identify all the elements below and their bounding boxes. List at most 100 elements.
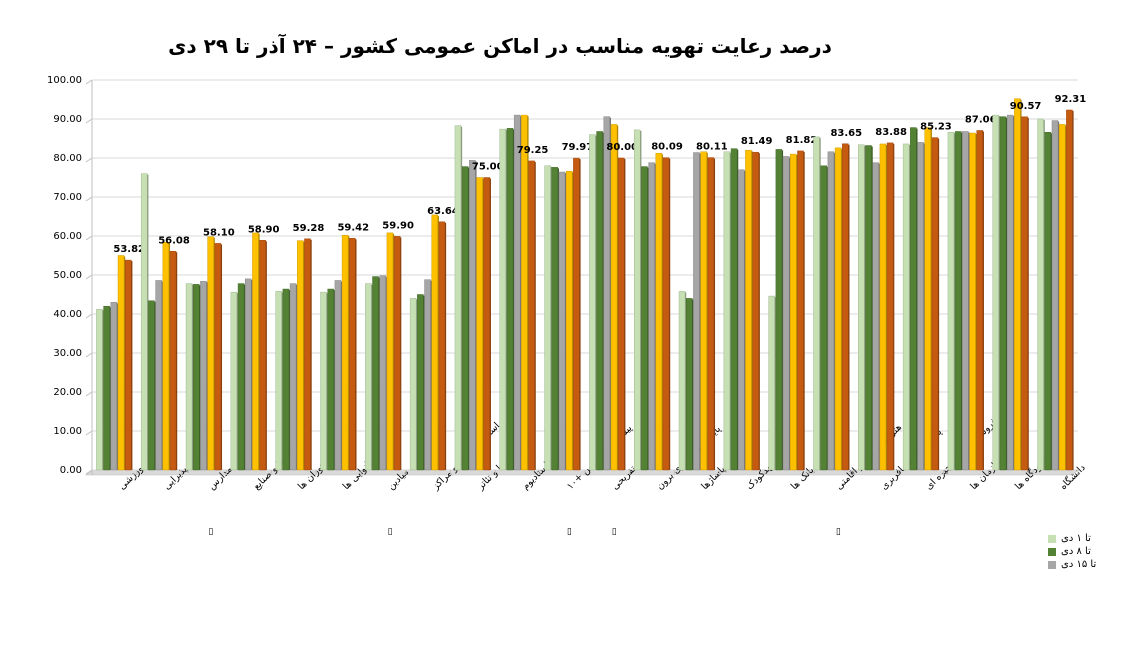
data-label: 59.28 bbox=[293, 223, 325, 234]
bar bbox=[1021, 116, 1028, 471]
bar bbox=[259, 240, 266, 471]
bar-side bbox=[199, 285, 201, 470]
bar-side bbox=[968, 132, 970, 471]
bar bbox=[528, 160, 535, 471]
data-label: 92.31 bbox=[1055, 94, 1087, 105]
chart-legend: تا ۱ دی تا ۸ دی تا ۱۵ دی bbox=[1048, 532, 1128, 571]
data-label: 79.25 bbox=[517, 145, 549, 156]
data-label: 56.08 bbox=[158, 235, 190, 246]
bar-side bbox=[609, 117, 612, 470]
bar-side bbox=[333, 290, 335, 470]
bar-side bbox=[647, 167, 649, 470]
x-tick-mark: ▯ bbox=[836, 527, 841, 537]
bar bbox=[954, 131, 962, 471]
bar-side bbox=[392, 233, 395, 470]
legend-label: تا ۱ دی bbox=[1061, 533, 1091, 544]
y-tick-label: 30.00 bbox=[53, 348, 82, 359]
gridline-depth bbox=[85, 79, 93, 85]
bar-side bbox=[982, 131, 984, 470]
bar-side bbox=[430, 280, 432, 470]
bar bbox=[162, 241, 170, 471]
bar-side bbox=[819, 137, 821, 470]
bar bbox=[185, 283, 193, 471]
bar bbox=[1044, 132, 1052, 471]
bar bbox=[124, 259, 132, 471]
bar-side bbox=[937, 138, 940, 470]
legend-label: تا ۸ دی bbox=[1061, 546, 1091, 557]
bar-side bbox=[661, 154, 664, 470]
bar-side bbox=[482, 178, 484, 470]
bar bbox=[297, 240, 304, 471]
data-label: 87.06 bbox=[965, 114, 997, 125]
bar bbox=[237, 283, 245, 471]
bar-side bbox=[923, 143, 925, 470]
bar bbox=[1014, 98, 1021, 471]
data-label: 75.00 bbox=[472, 162, 504, 173]
bar-side bbox=[564, 173, 567, 471]
bar bbox=[886, 142, 894, 471]
bar-side bbox=[444, 222, 447, 470]
bar bbox=[372, 276, 379, 471]
bar-side bbox=[841, 148, 843, 471]
bar bbox=[393, 236, 401, 471]
bar bbox=[148, 300, 155, 471]
legend-label: تا ۱۵ دی bbox=[1061, 559, 1097, 570]
bar-side bbox=[579, 159, 581, 470]
bar-side bbox=[885, 144, 888, 470]
bar-side bbox=[640, 130, 642, 471]
bar bbox=[865, 145, 872, 471]
bar bbox=[565, 171, 573, 471]
data-label: 83.65 bbox=[830, 128, 862, 139]
bar bbox=[289, 283, 297, 471]
bar bbox=[200, 280, 207, 471]
bar-side bbox=[781, 150, 784, 471]
bar-side bbox=[251, 279, 253, 470]
bar bbox=[192, 284, 200, 471]
bar-side bbox=[265, 241, 267, 470]
bar bbox=[603, 116, 611, 471]
data-label: 80.00 bbox=[606, 142, 638, 153]
bar-side bbox=[258, 233, 260, 470]
bar bbox=[947, 132, 955, 471]
bar-side bbox=[833, 152, 836, 470]
bar-side bbox=[961, 132, 963, 471]
bar bbox=[521, 114, 528, 471]
gridline-depth bbox=[85, 430, 93, 436]
gridline-depth bbox=[85, 157, 93, 163]
data-label: 80.09 bbox=[651, 142, 683, 153]
bar-side bbox=[803, 151, 805, 471]
bar bbox=[551, 167, 559, 471]
bar-side bbox=[774, 297, 776, 470]
data-label: 79.97 bbox=[562, 142, 594, 153]
bar-side bbox=[378, 277, 380, 470]
bar-side bbox=[109, 307, 111, 470]
bar-side bbox=[192, 284, 194, 470]
bar-side bbox=[236, 293, 239, 470]
bar bbox=[723, 151, 731, 471]
bar-side bbox=[975, 134, 977, 471]
bar bbox=[678, 291, 686, 471]
bar bbox=[827, 151, 835, 471]
bar-side bbox=[685, 292, 687, 470]
bar-side bbox=[355, 239, 357, 470]
bar bbox=[365, 283, 372, 471]
data-label: 58.10 bbox=[203, 227, 235, 238]
bar bbox=[1037, 118, 1044, 471]
bar bbox=[96, 309, 103, 471]
bar bbox=[155, 280, 162, 471]
legend-item: تا ۱۵ دی bbox=[1048, 558, 1128, 571]
bar bbox=[902, 143, 910, 471]
bar bbox=[662, 157, 670, 471]
bar-side bbox=[124, 256, 126, 470]
bar bbox=[431, 214, 438, 471]
data-label: 81.49 bbox=[741, 136, 773, 147]
x-tick-mark: ▯ bbox=[612, 527, 617, 537]
bar bbox=[842, 143, 849, 471]
bar bbox=[782, 156, 790, 471]
bar-side bbox=[296, 284, 298, 470]
bar bbox=[304, 238, 311, 471]
bar bbox=[596, 131, 603, 471]
bar-side bbox=[348, 236, 350, 470]
bar-side bbox=[595, 135, 597, 470]
